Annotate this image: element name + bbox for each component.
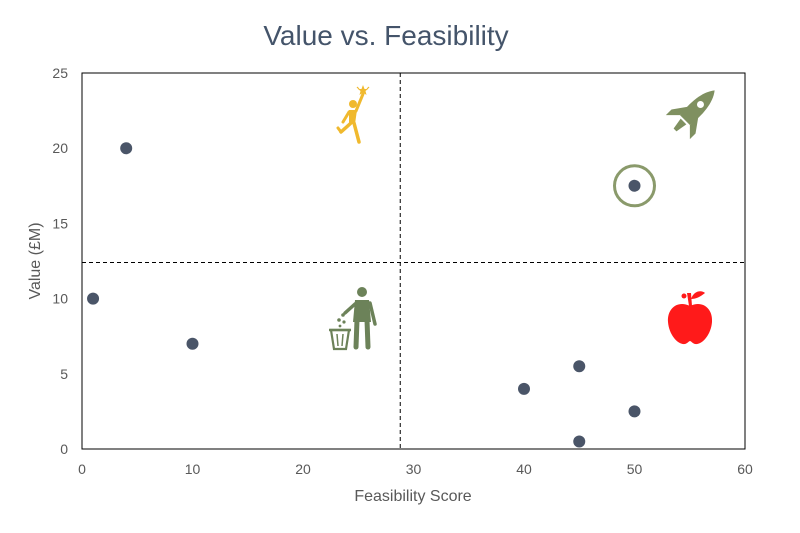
data-point <box>518 382 530 395</box>
data-point <box>120 142 133 155</box>
x-axis-ticks: 0 10 20 30 40 50 60 <box>78 461 753 477</box>
y-axis-title: Value (£M) <box>27 222 44 299</box>
y-tick-label: 10 <box>52 291 68 307</box>
y-tick-label: 0 <box>60 441 68 457</box>
data-point <box>628 179 641 192</box>
y-tick-label: 15 <box>52 215 68 231</box>
stretch-reach-person-icon <box>336 85 370 144</box>
data-points <box>87 142 641 448</box>
data-point <box>573 360 586 373</box>
y-tick-label: 20 <box>52 140 68 156</box>
y-tick-label: 25 <box>52 65 68 81</box>
y-tick-label: 5 <box>60 366 68 382</box>
x-tick-label: 30 <box>406 461 422 477</box>
person-trash-bin-icon <box>329 287 377 351</box>
data-point <box>628 405 641 418</box>
x-axis-title: Feasibility Score <box>354 488 471 505</box>
data-point <box>186 337 199 350</box>
apple-icon <box>667 291 713 345</box>
rocket-icon <box>665 90 715 140</box>
x-tick-label: 40 <box>516 461 532 477</box>
y-axis-ticks: 0 5 10 15 20 25 <box>52 65 68 457</box>
data-point <box>573 435 586 448</box>
x-tick-label: 60 <box>737 461 753 477</box>
x-tick-label: 0 <box>78 461 86 477</box>
chart-title: Value vs. Feasibility <box>263 20 508 51</box>
highlight-ring <box>613 164 656 208</box>
x-tick-label: 50 <box>627 461 643 477</box>
plot-area <box>81 72 746 450</box>
x-tick-label: 20 <box>295 461 311 477</box>
data-point <box>87 292 100 305</box>
x-tick-label: 10 <box>185 461 201 477</box>
